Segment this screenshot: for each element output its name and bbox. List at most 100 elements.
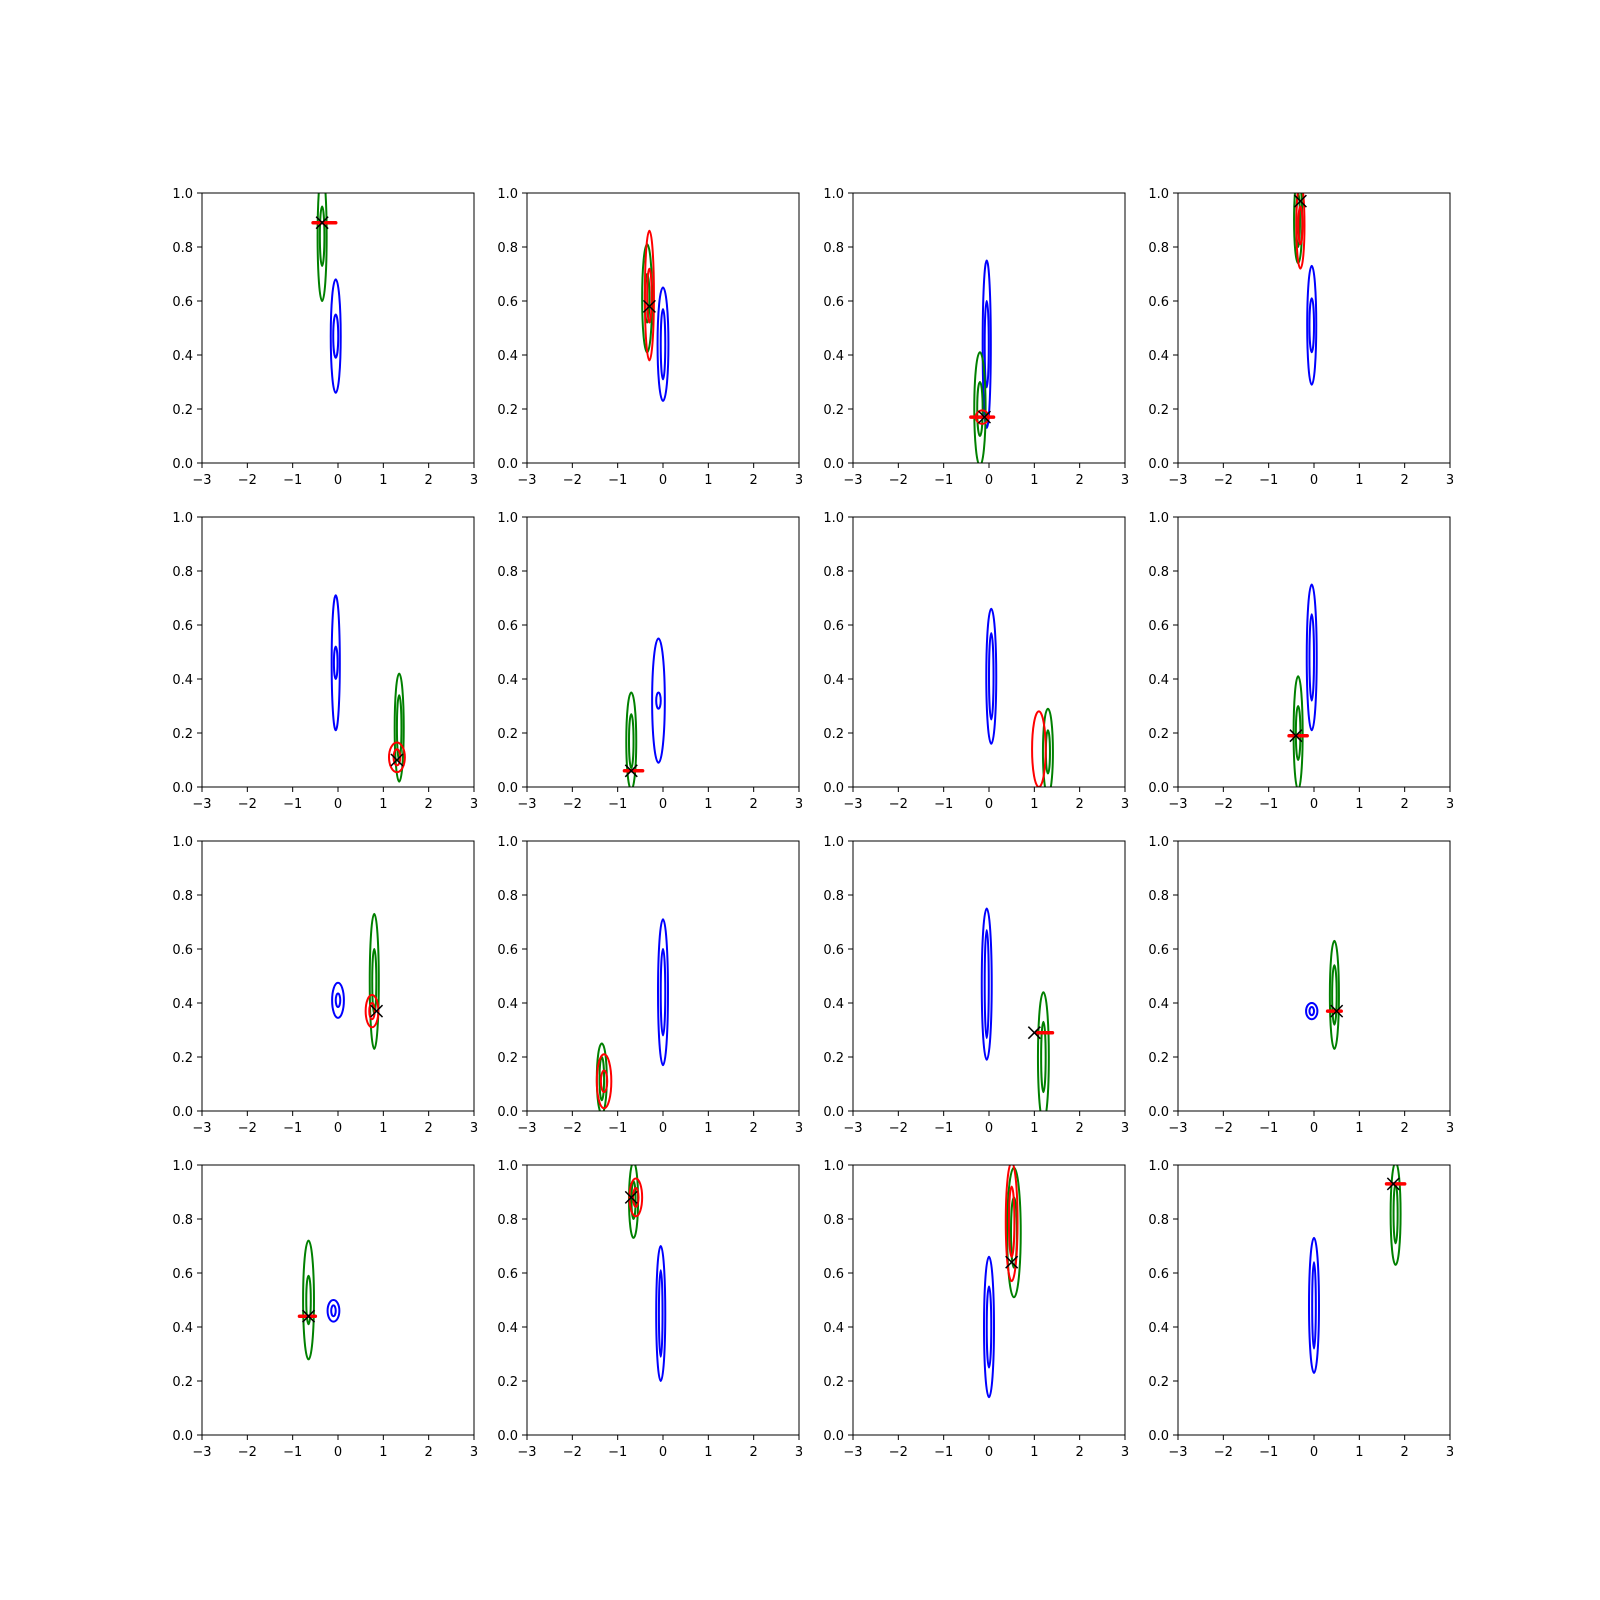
x-tick-label: 0 <box>1310 1445 1318 1460</box>
x-tick-label: 1 <box>1030 473 1038 488</box>
y-tick-label: 0.0 <box>1148 1105 1169 1120</box>
y-tick-label: 0.0 <box>172 457 193 472</box>
subplot-12: −3 −2 −1 0 1 2 3 0.0 0.2 0.4 0.6 0.8 1.0 <box>1148 835 1454 1136</box>
x-tick-label: −3 <box>1168 797 1187 812</box>
x-tick-label: −3 <box>843 1121 862 1136</box>
y-tick-label: 1.0 <box>497 835 518 850</box>
y-tick-label: 0.4 <box>172 1321 193 1336</box>
y-tick-label: 0.8 <box>1148 241 1169 256</box>
y-tick-label: 0.8 <box>172 241 193 256</box>
x-marker <box>642 299 656 313</box>
y-tick-label: 0.0 <box>1148 781 1169 796</box>
x-tick-label: 1 <box>704 797 712 812</box>
y-tick-label: 1.0 <box>172 835 193 850</box>
y-tick-label: 0.2 <box>172 1375 193 1390</box>
contour-blue-level-1 <box>330 594 341 732</box>
contour-red-level-1 <box>1004 1165 1019 1283</box>
subplot-14: −3 −2 −1 0 1 2 3 0.0 0.2 0.4 0.6 0.8 1.0 <box>497 1159 803 1460</box>
subplot-2: −3 −2 −1 0 1 2 3 0.0 0.2 0.4 0.6 0.8 1.0 <box>497 187 803 488</box>
plot-area <box>983 1165 1022 1399</box>
x-tick-label: −2 <box>889 1121 908 1136</box>
contour-red-level-1 <box>388 741 406 774</box>
y-tick-label: 0.8 <box>497 889 518 904</box>
x-tick-label: 3 <box>1121 473 1129 488</box>
y-tick-label: 0.4 <box>1148 997 1169 1012</box>
y-tick-label: 0.0 <box>1148 457 1169 472</box>
x-tick-label: 0 <box>1310 1121 1318 1136</box>
contour-blue-level-2 <box>330 1304 337 1318</box>
y-tick-label: 0.6 <box>172 295 193 310</box>
y-tick-label: 0.8 <box>172 1213 193 1228</box>
y-tick-label: 0.4 <box>172 673 193 688</box>
y-tick-label: 1.0 <box>823 1159 844 1174</box>
x-tick-label: 3 <box>795 1445 803 1460</box>
contour-blue-level-2 <box>659 948 667 1037</box>
x-tick-label: 0 <box>1310 473 1318 488</box>
plot-area <box>622 637 666 787</box>
subplot-5: −3 −2 −1 0 1 2 3 0.0 0.2 0.4 0.6 0.8 1.0 <box>172 511 478 812</box>
y-tick-label: 1.0 <box>172 1159 193 1174</box>
x-marker <box>1027 1026 1041 1040</box>
y-tick-label: 0.4 <box>497 997 518 1012</box>
contour-green-level-1 <box>625 691 638 787</box>
y-tick-label: 1.0 <box>1148 835 1169 850</box>
y-tick-label: 1.0 <box>497 1159 518 1174</box>
y-tick-label: 1.0 <box>1148 511 1169 526</box>
x-tick-label: −1 <box>608 473 627 488</box>
y-tick-label: 0.4 <box>497 1321 518 1336</box>
x-marker <box>1330 1004 1344 1018</box>
x-marker <box>1293 194 1307 208</box>
y-tick-label: 0.6 <box>172 619 193 634</box>
y-tick-label: 0.0 <box>497 781 518 796</box>
x-tick-label: 0 <box>985 473 993 488</box>
plot-area <box>330 594 406 783</box>
y-tick-label: 0.6 <box>1148 619 1169 634</box>
x-marker <box>1005 1255 1019 1269</box>
y-tick-label: 0.8 <box>1148 889 1169 904</box>
y-tick-label: 0.2 <box>1148 1051 1169 1066</box>
y-tick-label: 0.4 <box>172 997 193 1012</box>
plot-area <box>985 607 1054 787</box>
y-tick-label: 0.8 <box>497 565 518 580</box>
contour-green-level-2 <box>628 713 635 770</box>
y-tick-label: 0.8 <box>172 889 193 904</box>
subplot-11: −3 −2 −1 0 1 2 3 0.0 0.2 0.4 0.6 0.8 1.0 <box>823 835 1129 1136</box>
plot-area <box>1308 1165 1407 1374</box>
contour-blue-level-1 <box>656 286 670 402</box>
y-tick-label: 0.6 <box>823 943 844 958</box>
x-tick-label: 2 <box>1401 1445 1409 1460</box>
plot-area <box>969 259 996 463</box>
contour-blue-level-2 <box>332 645 339 680</box>
x-tick-label: −2 <box>238 797 257 812</box>
contour-green-level-2 <box>305 1274 312 1326</box>
x-tick-label: −2 <box>1214 1445 1233 1460</box>
y-tick-label: 0.2 <box>1148 1375 1169 1390</box>
contour-blue-level-1 <box>985 607 998 745</box>
x-tick-label: −2 <box>889 797 908 812</box>
x-tick-label: 1 <box>379 1121 387 1136</box>
y-tick-label: 0.6 <box>172 1267 193 1282</box>
x-tick-label: 1 <box>379 1445 387 1460</box>
contour-blue-level-1 <box>651 637 666 764</box>
contour-blue-level-1 <box>326 1299 341 1323</box>
contour-blue-level-2 <box>1311 1261 1317 1350</box>
y-tick-label: 0.0 <box>823 781 844 796</box>
x-tick-label: 3 <box>1446 473 1454 488</box>
x-marker <box>370 1004 384 1018</box>
x-tick-label: 0 <box>334 1445 342 1460</box>
y-tick-label: 0.8 <box>497 1213 518 1228</box>
contour-green-level-2 <box>1040 1020 1047 1094</box>
y-tick-label: 0.6 <box>497 619 518 634</box>
y-tick-label: 0.2 <box>497 1051 518 1066</box>
x-tick-label: −3 <box>517 1445 536 1460</box>
contour-blue-level-2 <box>655 691 662 710</box>
y-tick-label: 0.2 <box>497 1375 518 1390</box>
x-marker <box>390 753 404 767</box>
contour-green-level-2 <box>1294 705 1302 761</box>
y-tick-label: 0.6 <box>1148 295 1169 310</box>
contour-green-level-1 <box>1041 707 1054 787</box>
y-tick-label: 0.4 <box>823 673 844 688</box>
contour-blue-level-1 <box>1308 1236 1320 1374</box>
x-marker <box>302 1309 316 1323</box>
x-tick-label: −2 <box>1214 797 1233 812</box>
